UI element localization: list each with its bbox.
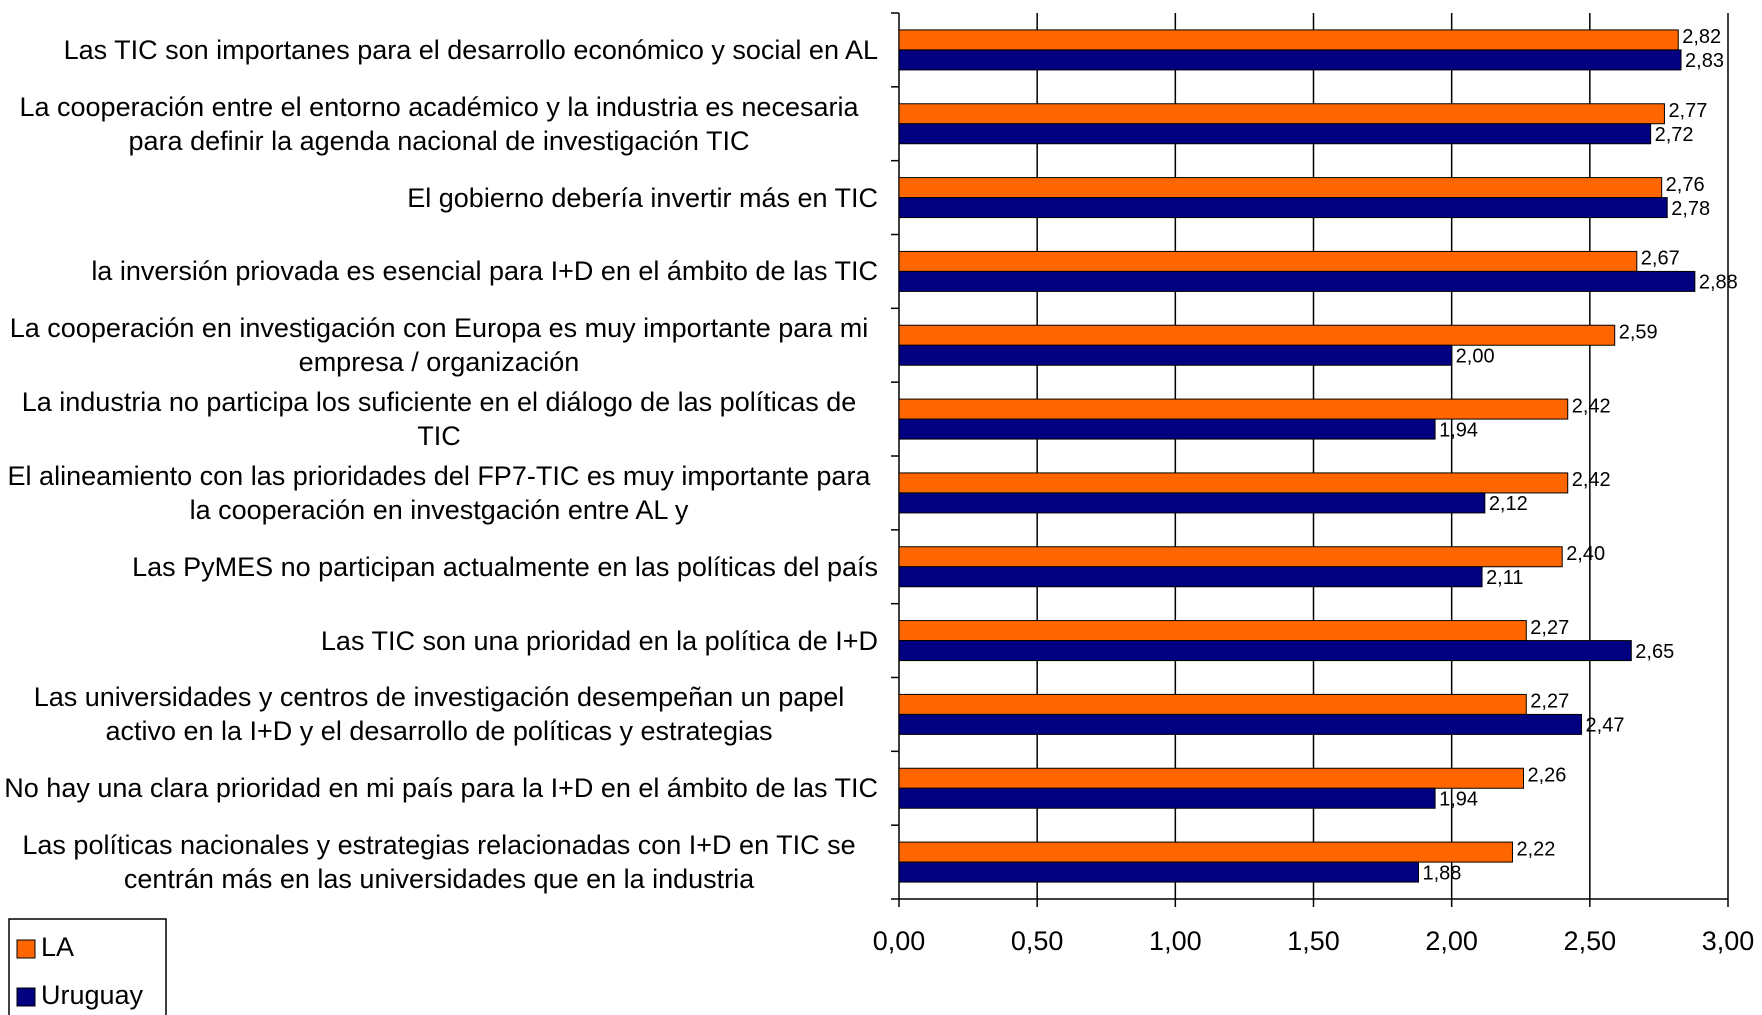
bar (898, 566, 1483, 588)
category-label: la inversión priovada es esencial para I… (0, 234, 878, 308)
x-tick-label: 0,50 (1011, 926, 1064, 956)
value-label: 2,65 (1635, 641, 1674, 663)
value-label: 2,00 (1456, 346, 1495, 368)
x-tick-label: 2,00 (1425, 926, 1478, 956)
bar (898, 640, 1632, 662)
value-label: 1,88 (1423, 862, 1462, 884)
category-text: Las TIC son importanes para el desarroll… (63, 34, 878, 65)
bar (898, 398, 1569, 420)
value-label: 2,72 (1655, 124, 1694, 146)
value-label: 2,27 (1530, 617, 1569, 639)
category-text: El alineamiento con las prioridades del … (7, 460, 871, 525)
category-text: Las PyMES no participan actualmente en l… (132, 551, 878, 582)
value-label: 2,42 (1572, 395, 1611, 417)
bar (898, 620, 1527, 642)
category-label: Las PyMES no participan actualmente en l… (0, 530, 878, 604)
legend-label: LA (41, 932, 74, 962)
category-label: No hay una clara prioridad en mi país pa… (0, 751, 878, 825)
bar (898, 103, 1665, 125)
value-label: 2,26 (1528, 765, 1567, 787)
bar (898, 123, 1652, 145)
bar (898, 787, 1436, 809)
legend-swatch (16, 939, 36, 959)
bar (898, 29, 1679, 51)
bar (898, 250, 1638, 272)
value-label: 2,83 (1685, 50, 1724, 72)
value-label: 2,40 (1566, 543, 1605, 565)
value-label: 2,12 (1489, 493, 1528, 515)
bar (898, 344, 1453, 366)
category-text: Las políticas nacionales y estrategias r… (22, 830, 856, 895)
bar (898, 492, 1486, 514)
value-label: 2,42 (1572, 469, 1611, 491)
x-tick-label: 1,00 (1149, 926, 1202, 956)
bar (898, 177, 1663, 199)
bar (898, 197, 1668, 219)
category-text: La cooperación entre el entorno académic… (19, 91, 859, 156)
category-label: La cooperación entre el entorno académic… (0, 87, 878, 161)
value-label: 1,94 (1439, 789, 1478, 811)
bar (898, 713, 1583, 735)
value-label: 2,77 (1668, 100, 1707, 122)
x-tick-label: 1,50 (1287, 926, 1340, 956)
x-tick-label: 0,00 (873, 926, 926, 956)
value-label: 1,94 (1439, 419, 1478, 441)
bar (898, 546, 1563, 568)
category-label: Las TIC son una prioridad en la política… (0, 604, 878, 678)
bar (898, 324, 1616, 346)
value-label: 2,67 (1641, 248, 1680, 270)
bar (898, 693, 1527, 715)
value-label: 2,76 (1666, 174, 1705, 196)
x-tick-label: 3,00 (1702, 926, 1755, 956)
category-text: Las TIC son una prioridad en la política… (320, 625, 878, 656)
bar (898, 49, 1682, 71)
value-label: 2,82 (1682, 26, 1721, 48)
x-tick-label: 2,50 (1564, 926, 1617, 956)
bar (898, 270, 1696, 292)
bar (898, 767, 1525, 789)
category-label: La cooperación en investigación con Euro… (0, 308, 878, 382)
category-label: Las TIC son importanes para el desarroll… (0, 13, 878, 87)
bar (898, 472, 1569, 494)
value-label: 2,47 (1586, 715, 1625, 737)
category-label: Las universidades y centros de investiga… (0, 677, 878, 751)
category-label: El gobierno debería invertir más en TIC (0, 161, 878, 235)
category-label: La industria no participa los suficiente… (0, 382, 878, 456)
category-text: la inversión priovada es esencial para I… (91, 256, 878, 287)
value-label: 2,11 (1486, 567, 1523, 589)
category-text: Las universidades y centros de investiga… (33, 682, 845, 747)
value-label: 2,22 (1516, 838, 1555, 860)
value-label: 2,27 (1530, 691, 1569, 713)
bar (898, 861, 1420, 883)
bar (898, 841, 1513, 863)
category-text: La cooperación en investigación con Euro… (9, 313, 869, 378)
value-label: 2,78 (1671, 198, 1710, 220)
bar (898, 418, 1436, 440)
legend-swatch (16, 987, 36, 1007)
category-text: El gobierno debería invertir más en TIC (407, 182, 878, 213)
value-label: 2,88 (1699, 272, 1738, 294)
category-label: El alineamiento con las prioridades del … (0, 456, 878, 530)
category-text: La industria no participa los suficiente… (21, 387, 857, 452)
category-label: Las políticas nacionales y estrategias r… (0, 825, 878, 899)
legend-label: Uruguay (41, 980, 144, 1010)
category-text: No hay una clara prioridad en mi país pa… (4, 773, 878, 804)
value-label: 2,59 (1619, 322, 1658, 344)
